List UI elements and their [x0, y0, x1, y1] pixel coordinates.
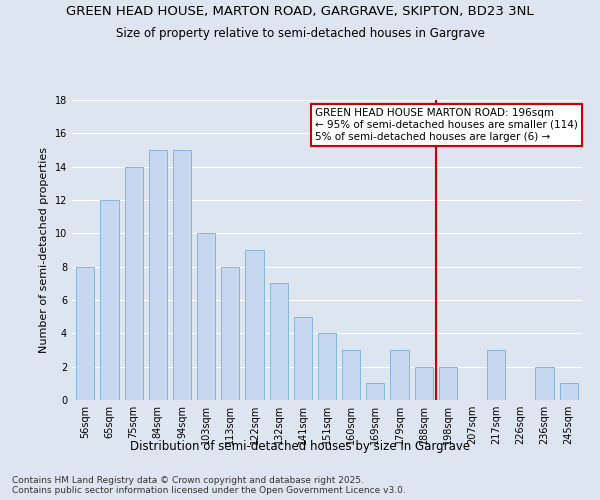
Bar — [245, 250, 263, 400]
Bar — [318, 334, 336, 400]
Bar — [100, 200, 119, 400]
Bar — [487, 350, 505, 400]
Bar — [294, 316, 312, 400]
Bar — [269, 284, 288, 400]
Bar — [221, 266, 239, 400]
Bar — [560, 384, 578, 400]
Text: Distribution of semi-detached houses by size in Gargrave: Distribution of semi-detached houses by … — [130, 440, 470, 453]
Bar — [366, 384, 385, 400]
Bar — [173, 150, 191, 400]
Bar — [149, 150, 167, 400]
Bar — [535, 366, 554, 400]
Bar — [197, 234, 215, 400]
Text: GREEN HEAD HOUSE MARTON ROAD: 196sqm
← 95% of semi-detached houses are smaller (: GREEN HEAD HOUSE MARTON ROAD: 196sqm ← 9… — [315, 108, 578, 142]
Text: GREEN HEAD HOUSE, MARTON ROAD, GARGRAVE, SKIPTON, BD23 3NL: GREEN HEAD HOUSE, MARTON ROAD, GARGRAVE,… — [66, 5, 534, 18]
Bar — [439, 366, 457, 400]
Bar — [415, 366, 433, 400]
Text: Size of property relative to semi-detached houses in Gargrave: Size of property relative to semi-detach… — [116, 28, 484, 40]
Y-axis label: Number of semi-detached properties: Number of semi-detached properties — [39, 147, 49, 353]
Bar — [76, 266, 94, 400]
Bar — [342, 350, 360, 400]
Bar — [125, 166, 143, 400]
Bar — [391, 350, 409, 400]
Text: Contains HM Land Registry data © Crown copyright and database right 2025.
Contai: Contains HM Land Registry data © Crown c… — [12, 476, 406, 495]
